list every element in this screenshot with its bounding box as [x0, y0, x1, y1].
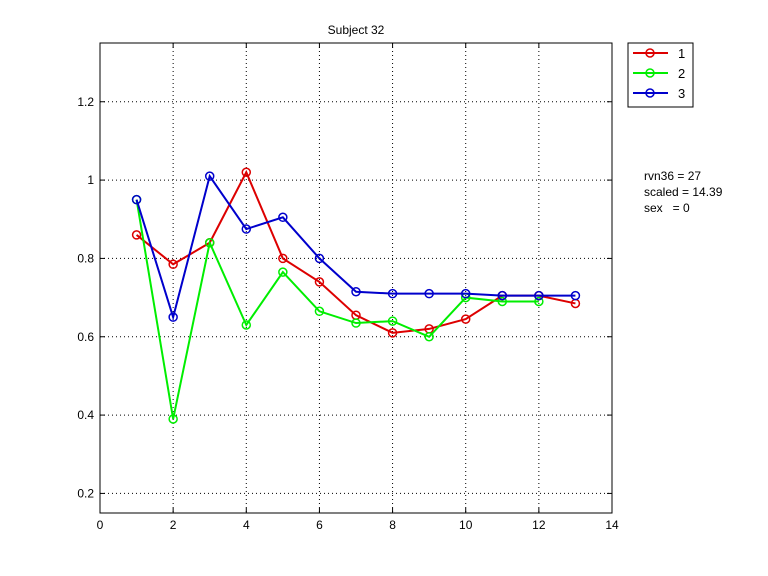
- data-point: [241, 224, 252, 234]
- x-tick-label: 2: [170, 518, 177, 532]
- data-point: [497, 296, 508, 307]
- x-tick-label: 14: [605, 518, 619, 532]
- data-point: [497, 290, 508, 301]
- data-point: [314, 253, 325, 264]
- y-tick-label: 0.8: [77, 251, 94, 265]
- x-tick-label: 6: [316, 518, 323, 532]
- y-tick-label: 0.2: [77, 486, 94, 500]
- data-point: [460, 314, 471, 324]
- legend-label: 3: [678, 86, 685, 101]
- data-point: [131, 194, 142, 205]
- grid: [100, 43, 612, 513]
- data-point: [241, 167, 252, 177]
- y-tick-label: 1.2: [77, 95, 94, 109]
- axis-ticks: 0 2 4 6 8 10 12 14 0.2 0.4 0.6 0.8 1 1.2: [77, 43, 619, 532]
- series-group: [131, 167, 581, 424]
- data-point: [424, 288, 434, 299]
- data-point: [570, 290, 581, 301]
- annotation-scaled: scaled = 14.39: [644, 185, 723, 199]
- legend-swatch-marker: [645, 68, 655, 78]
- series-1: [131, 167, 581, 338]
- x-tick-label: 8: [389, 518, 396, 532]
- data-point: [387, 316, 398, 326]
- data-point: [278, 267, 288, 277]
- legend-label: 1: [678, 46, 685, 61]
- x-tick-label: 12: [532, 518, 546, 532]
- series-line-2: [135, 199, 539, 420]
- legend-entry-2: 2: [633, 66, 685, 81]
- data-point: [204, 171, 215, 181]
- x-tick-label: 0: [97, 518, 104, 532]
- data-point: [387, 288, 398, 299]
- data-point: [424, 332, 434, 342]
- plot-area: [99, 42, 613, 514]
- y-tick-label: 1: [87, 173, 94, 187]
- legend-swatch-marker: [645, 48, 655, 58]
- annotation-rvn36: rvn36 = 27: [644, 169, 702, 183]
- chart-title: Subject 32: [328, 23, 385, 37]
- data-point: [278, 212, 288, 223]
- legend-entry-1: 1: [633, 46, 685, 61]
- data-point: [168, 259, 178, 270]
- x-tick-label: 10: [459, 518, 473, 532]
- data-point: [131, 230, 142, 240]
- series-line-1: [135, 169, 576, 334]
- data-point: [351, 286, 361, 297]
- series-3: [131, 171, 581, 322]
- legend-swatch-marker: [645, 88, 655, 98]
- legend-label: 2: [678, 66, 685, 81]
- data-point: [314, 306, 325, 317]
- x-tick-label: 4: [243, 518, 250, 532]
- data-point: [351, 318, 361, 328]
- data-point: [204, 238, 215, 248]
- annotation-sex: sex = 0: [644, 201, 690, 215]
- data-point: [534, 290, 544, 301]
- data-point: [534, 296, 544, 307]
- series-line-3: [135, 173, 576, 321]
- data-point: [278, 253, 288, 264]
- data-point: [168, 414, 178, 424]
- data-point: [314, 277, 325, 287]
- y-tick-label: 0.6: [77, 330, 94, 344]
- data-point: [168, 312, 178, 322]
- y-tick-label: 0.4: [77, 408, 94, 422]
- legend-entry-3: 3: [633, 86, 685, 101]
- data-point: [387, 328, 398, 338]
- data-point: [460, 288, 471, 299]
- legend: 1 2 3: [627, 42, 694, 108]
- data-point: [241, 320, 252, 330]
